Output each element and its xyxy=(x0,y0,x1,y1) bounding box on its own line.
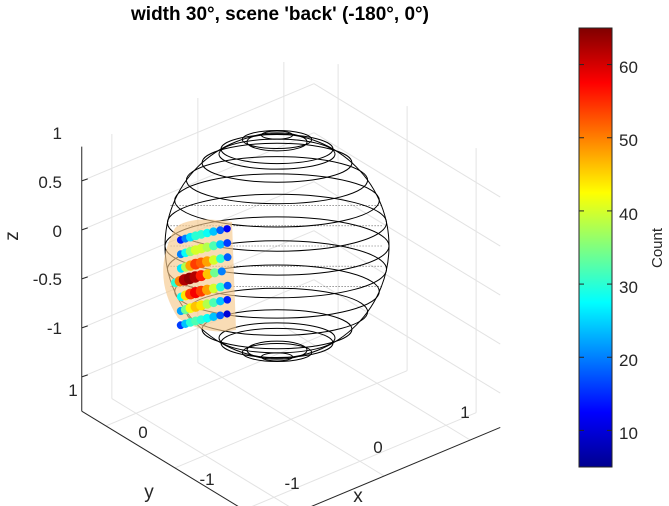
x-axis-line xyxy=(311,426,501,506)
data-point xyxy=(208,255,219,265)
data-point xyxy=(216,297,225,306)
polar-ring xyxy=(246,132,308,152)
grid-line xyxy=(313,132,501,247)
grid-line xyxy=(174,370,408,469)
colorbar-tick-label: 40 xyxy=(619,205,638,224)
data-point xyxy=(209,312,218,321)
data-point xyxy=(216,226,225,235)
latitude-ring xyxy=(220,133,334,165)
grid-line xyxy=(81,83,315,182)
latitude-ring xyxy=(201,142,353,183)
data-point xyxy=(216,240,225,249)
z-tick-label: 0.5 xyxy=(38,173,62,192)
latitude-ring xyxy=(164,216,390,276)
z-tick-label: 1 xyxy=(53,124,62,143)
data-point xyxy=(202,313,212,323)
polar-ring xyxy=(218,138,336,170)
colorbar-tick-label: 20 xyxy=(619,351,638,370)
z-tick-label: -0.5 xyxy=(33,270,62,289)
z-tick-label: 0 xyxy=(53,222,62,241)
data-point xyxy=(223,225,231,233)
grid-line xyxy=(313,230,501,345)
y-tick-label: -1 xyxy=(199,470,214,489)
latitude-ring xyxy=(166,193,388,252)
data-point xyxy=(209,227,218,236)
colorbar-tick-label: 10 xyxy=(619,424,638,443)
y-tick-label: 1 xyxy=(68,381,77,400)
colorbar-tick-label: 30 xyxy=(619,278,638,297)
colorbar xyxy=(578,27,613,468)
x-tick-labels: -1 0 1 xyxy=(284,403,469,493)
colorbar-label: Count xyxy=(649,227,666,268)
data-point xyxy=(208,283,219,294)
data-point xyxy=(216,311,225,320)
polar-ring xyxy=(218,322,336,354)
data-point xyxy=(209,298,219,308)
grid-line xyxy=(111,398,290,506)
grid-line xyxy=(105,328,339,427)
z-tick-labels: 1 0.5 0 -0.5 -1 xyxy=(33,124,62,338)
z-tick xyxy=(81,276,88,280)
sphere-wireframe xyxy=(164,129,390,363)
z-tick-label: -1 xyxy=(47,319,62,338)
data-point xyxy=(210,268,220,278)
grid-line xyxy=(313,83,501,198)
z-axis-label: z xyxy=(2,231,23,241)
colorbar-tick-labels: 10 20 30 40 50 60 xyxy=(619,58,638,443)
latitude-ring xyxy=(241,343,313,363)
y-tick-label: 0 xyxy=(138,423,147,442)
latitude-ring xyxy=(220,327,334,359)
data-point xyxy=(223,239,232,247)
z-tick xyxy=(81,227,88,231)
latitude-ring xyxy=(201,309,353,350)
x-tick-label: 0 xyxy=(373,438,382,457)
data-point xyxy=(202,228,212,238)
grid-line xyxy=(313,279,501,394)
latitude-ring xyxy=(174,173,380,228)
colorbar-ticks xyxy=(579,64,612,431)
x-axis-label: x xyxy=(353,486,363,506)
z-tick xyxy=(81,325,88,329)
x-tick-label: 1 xyxy=(460,403,469,422)
latitude-ring xyxy=(185,156,369,205)
data-point xyxy=(223,310,231,318)
z-tick xyxy=(81,178,88,182)
chart-title: width 30°, scene 'back' (-180°, 0°) xyxy=(130,4,429,25)
polar-ring xyxy=(246,340,308,360)
colorbar-tick-label: 60 xyxy=(619,58,638,77)
data-point xyxy=(223,296,232,304)
y-tick-labels: 1 0 -1 xyxy=(68,381,214,489)
data-point xyxy=(209,241,219,251)
data-point xyxy=(216,282,225,292)
y-axis-label: y xyxy=(144,482,154,503)
x-tick-label: -1 xyxy=(284,474,299,493)
colorbar-tick-label: 50 xyxy=(619,131,638,150)
box-grid xyxy=(81,62,501,506)
data-points xyxy=(171,225,232,330)
data-point xyxy=(217,267,226,276)
box-axes xyxy=(81,146,501,506)
data-point xyxy=(223,281,232,290)
grid-line xyxy=(283,326,471,441)
grid-line xyxy=(81,279,315,378)
data-point xyxy=(216,254,225,263)
z-tick xyxy=(81,374,88,378)
data-point xyxy=(223,253,232,262)
latitude-ring xyxy=(241,129,313,149)
y-axis-line xyxy=(81,410,239,506)
